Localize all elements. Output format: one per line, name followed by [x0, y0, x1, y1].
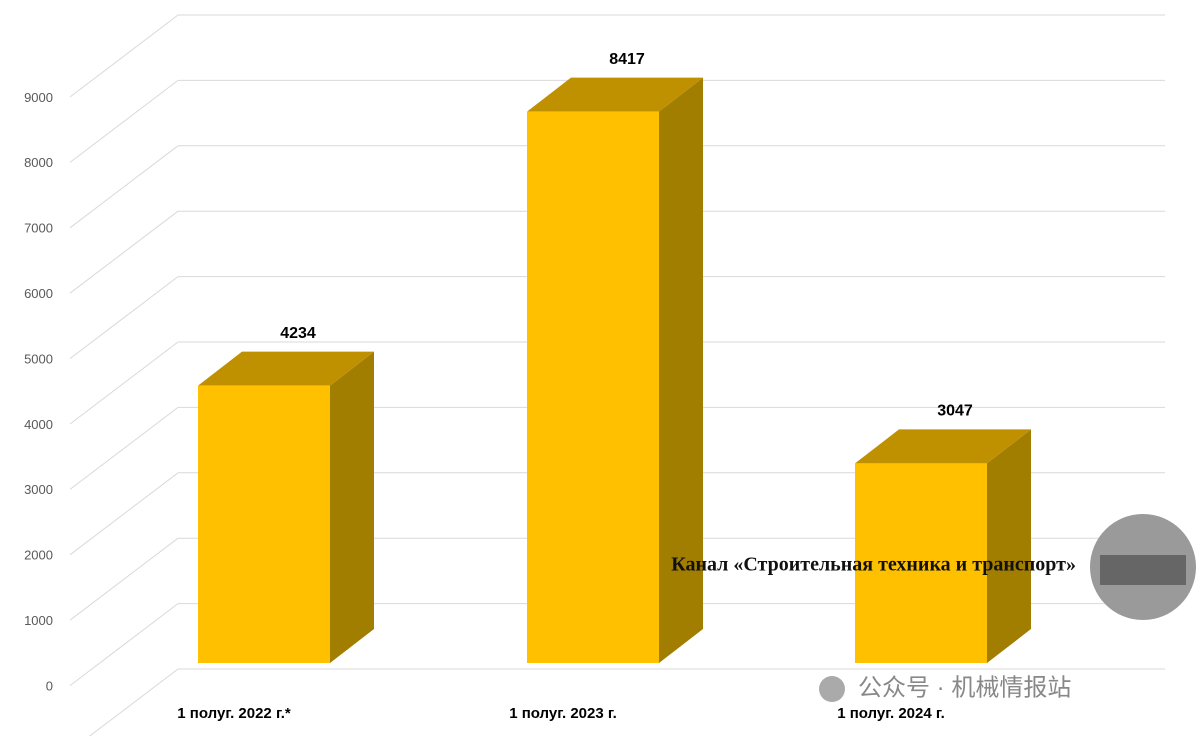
y-tick-label: 7000	[24, 221, 53, 236]
bar-side	[987, 429, 1031, 663]
bar-top	[527, 77, 703, 112]
wechat-watermark: 公众号 · 机械情报站	[858, 674, 1071, 701]
bar-top	[198, 351, 374, 386]
bar-side	[659, 77, 703, 663]
grid-diagonal	[69, 603, 179, 686]
y-tick-label: 9000	[24, 90, 53, 105]
y-tick-label: 5000	[24, 351, 53, 366]
bar	[527, 77, 703, 663]
value-label: 4234	[280, 325, 316, 342]
grid-diagonal	[69, 276, 179, 359]
grid-diagonal	[69, 472, 179, 556]
bar-front	[527, 111, 659, 663]
channel-watermark: Канал «Строительная техника и транспорт»	[671, 554, 1076, 576]
y-tick-label: 4000	[24, 417, 53, 432]
x-tick-label: 1 полуг. 2023 г.	[509, 705, 617, 722]
x-tick-label: 1 полуг. 2022 г.*	[177, 705, 291, 722]
bar-front	[855, 463, 987, 663]
y-tick-label: 0	[46, 678, 53, 693]
value-label: 8417	[609, 51, 645, 68]
bar	[198, 351, 374, 663]
bar-side	[330, 351, 374, 663]
wechat-icon	[819, 676, 845, 702]
grid-diagonal	[69, 14, 179, 98]
bar	[855, 429, 1031, 663]
logo-truck	[1100, 555, 1186, 585]
grid-diagonal	[69, 407, 179, 490]
grid-diagonal	[69, 341, 179, 425]
y-tick-label: 6000	[24, 286, 53, 301]
grid-diagonal	[69, 80, 179, 163]
value-label: 3047	[937, 403, 973, 420]
x-tick-label: 1 полуг. 2024 г.	[837, 705, 945, 722]
bar-front	[198, 385, 330, 663]
y-tick-label: 2000	[24, 548, 53, 563]
grid-diagonal	[69, 145, 179, 229]
y-tick-label: 8000	[24, 155, 53, 170]
grid-diagonal	[82, 668, 179, 741]
grid-diagonal	[69, 537, 179, 621]
grid-diagonal	[69, 210, 179, 294]
bar-top	[855, 429, 1031, 464]
y-tick-label: 3000	[24, 482, 53, 497]
y-tick-label: 1000	[24, 613, 53, 628]
